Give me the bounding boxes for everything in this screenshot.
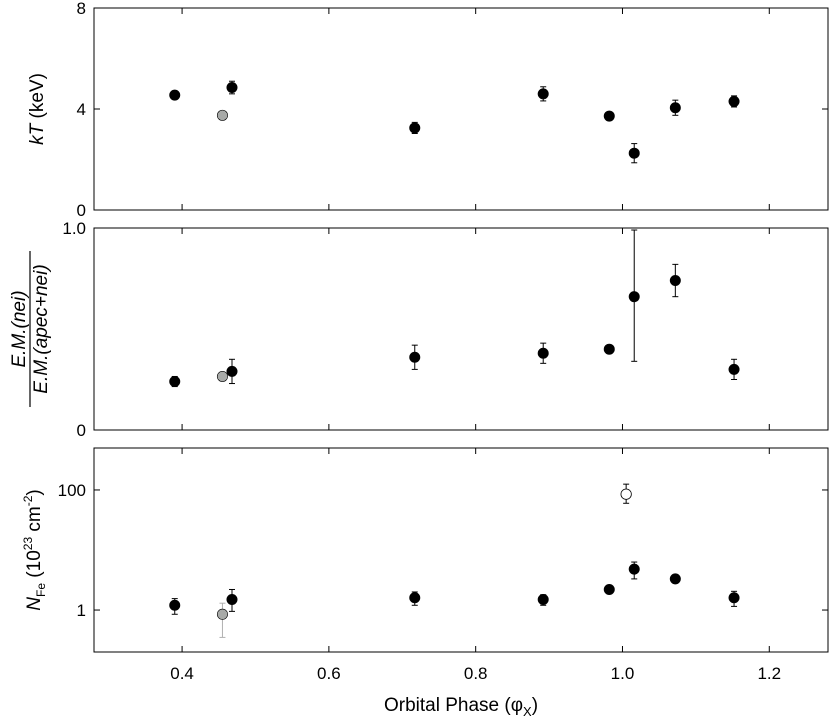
data-point [728,95,740,107]
data-point [169,599,181,611]
panel-nfe-ylabel-sup2: -2 [21,495,35,506]
data-point [169,89,181,101]
panel-nfe-marks [169,483,740,638]
data-point [728,363,740,375]
data-point [603,110,615,122]
data-point [537,347,549,359]
x-axis-title-end: ) [532,695,538,716]
panel-nfe-ylabel-unit: cm [24,506,45,537]
data-point [669,573,681,585]
panel-em: 01.0 E.M.(nei) E.M.(apec+nei) [9,219,829,440]
panel-em-marks [169,229,740,388]
data-point [216,608,228,620]
panel-em-ylabel-numerator: E.M.(nei) [9,290,30,367]
panel-kt-ticks: 0 4 8 [77,0,828,220]
x-tick-label: 0.8 [464,664,488,683]
data-point [226,82,238,94]
data-point [226,365,238,377]
x-axis-title-main: Orbital Phase (φ [384,695,523,716]
panel-kt-ylabel-italic: kT [27,122,48,145]
data-point [628,291,640,303]
data-point [216,109,228,121]
x-axis-title-sub: X [523,704,532,719]
data-point [409,122,421,134]
data-point [226,593,238,605]
panel-nfe-frame [93,447,829,653]
data-point [169,376,181,388]
panel-kt-marks [169,80,740,164]
data-point [409,592,421,604]
panel-kt-ylabel-unit: (keV) [27,73,48,124]
y-tick-label: 4 [77,100,86,119]
data-point [603,583,615,595]
panel-nfe: 1 100 NFe (1023 cm-2) [21,447,829,653]
panel-nfe-ylabel-mid: (10 [24,550,45,583]
x-tick-label: 0.6 [317,664,341,683]
panel-nfe-ylabel-sub: Fe [34,583,48,597]
panel-kt-ylabel: kT (keV) [27,73,48,145]
panel-kt-frame [93,7,829,211]
panel-em-ylabel-denominator: E.M.(apec+nei) [31,264,52,393]
panel-nfe-ylabel-sup1: 23 [21,537,35,551]
panel-em-ticks: 01.0 [62,219,828,440]
data-point [628,563,640,575]
data-point [728,592,740,604]
panel-nfe-ylabel-n: N [24,597,45,611]
x-tick-label: 1.2 [757,664,781,683]
y-tick-label: 1 [77,601,86,620]
x-tick-label: 1.0 [611,664,635,683]
y-tick-label: 0 [77,201,86,220]
data-point [620,488,632,500]
data-point [537,88,549,100]
data-point [628,147,640,159]
panel-em-ylabel: E.M.(nei) E.M.(apec+nei) [9,251,52,407]
panel-nfe-ticks: 1 100 [58,448,828,652]
panel-kt: 0 4 8 kT (keV) [27,0,829,220]
data-point [669,102,681,114]
y-tick-label: 1.0 [62,219,86,238]
panel-nfe-ylabel-end: ) [24,489,45,495]
data-point [216,370,228,382]
data-point [603,343,615,355]
x-tick-label: 0.4 [170,664,194,683]
y-tick-label: 0 [77,421,86,440]
panel-nfe-ylabel: NFe (1023 cm-2) [21,489,48,610]
y-tick-label: 100 [58,481,86,500]
y-tick-label: 8 [77,0,86,18]
x-tick-labels: 0.4 0.6 0.8 1.0 1.2 [170,664,781,683]
data-point [409,351,421,363]
x-axis-title: Orbital Phase (φX) [384,695,538,719]
data-point [669,275,681,287]
panel-em-frame [93,227,829,431]
data-point [537,593,549,605]
